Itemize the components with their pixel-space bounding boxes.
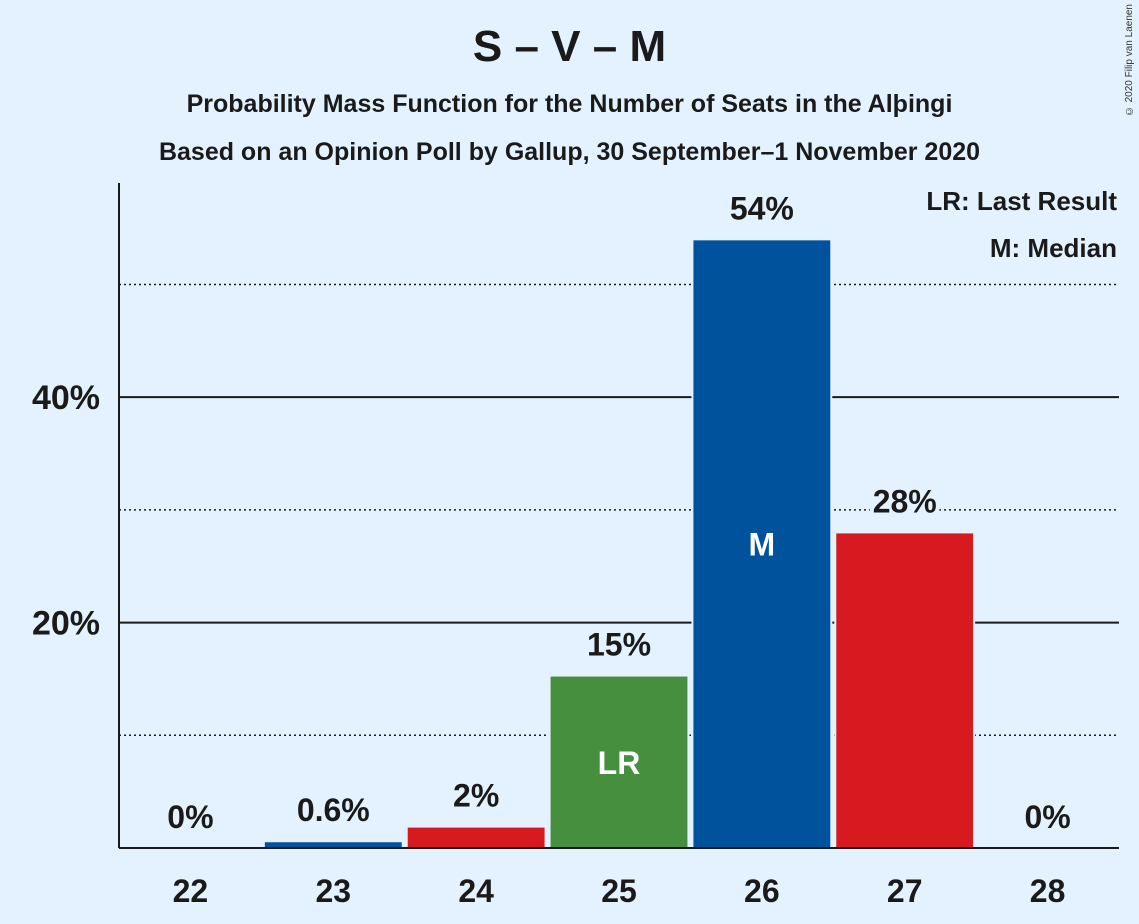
bar-value-label: 28% (873, 483, 937, 519)
bar-value-label: 0% (167, 799, 213, 835)
bar (262, 840, 404, 850)
bar-value-label: 2% (453, 778, 499, 814)
y-tick-label: 40% (32, 379, 100, 417)
y-tick-label: 20% (32, 605, 100, 643)
x-tick-label: 23 (315, 873, 351, 909)
x-tick-label: 27 (887, 873, 923, 909)
legend-entry: LR: Last Result (926, 186, 1117, 216)
bar-marker-label: LR (598, 745, 641, 781)
axes: 20% 40% 22 23 24 25 26 27 28 (32, 183, 1119, 909)
chart-subtitle-poll: Based on an Opinion Poll by Gallup, 30 S… (158, 138, 981, 166)
x-tick-label: 28 (1030, 873, 1066, 909)
bar-value-label: 0% (1024, 799, 1070, 835)
bars (262, 238, 976, 850)
legend: LR: Last Result M: Median (923, 183, 1120, 266)
chart-title: S – V – M (472, 22, 667, 71)
x-tick-label: 26 (744, 873, 780, 909)
bar-value-label: 15% (587, 627, 651, 663)
bar (405, 825, 547, 849)
x-tick-label: 25 (601, 873, 637, 909)
bar-marker-label: M (749, 527, 776, 563)
bar-value-label: 0.6% (297, 792, 370, 828)
bar (834, 531, 976, 850)
x-tick-label: 24 (458, 873, 494, 909)
chart-subtitle: Probability Mass Function for the Number… (186, 90, 953, 118)
bar-value-label: 54% (730, 190, 794, 226)
x-tick-label: 22 (173, 873, 209, 909)
bar-labels: 0% 0.6% 2% 15% LR 54% M 28% 0% (163, 186, 1074, 839)
legend-entry: M: Median (990, 233, 1117, 263)
